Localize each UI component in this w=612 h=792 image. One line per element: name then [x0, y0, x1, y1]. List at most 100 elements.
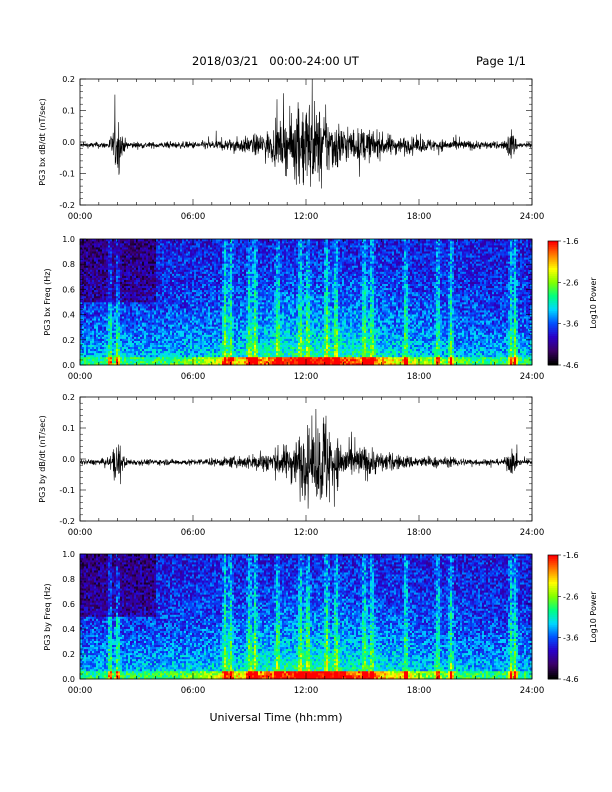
- heatmap-cell: [146, 324, 149, 327]
- heatmap-cell: [236, 285, 239, 289]
- heatmap-cell: [180, 338, 183, 341]
- heatmap-cell: [154, 312, 157, 315]
- heatmap-cell: [212, 332, 215, 335]
- heatmap-cell: [206, 354, 209, 358]
- heatmap-cell: [176, 350, 179, 354]
- heatmap-cell: [102, 350, 105, 354]
- heatmap-cell: [122, 297, 125, 301]
- heatmap-cell: [126, 306, 129, 309]
- heatmap-cell: [180, 322, 183, 325]
- heatmap-cell: [172, 257, 175, 260]
- heatmap-cell: [162, 257, 165, 260]
- heatmap-cell: [166, 302, 169, 305]
- heatmap-cell: [232, 293, 235, 297]
- heatmap-cell: [106, 362, 109, 366]
- heatmap-cell: [208, 324, 211, 327]
- heatmap-cell: [86, 310, 89, 313]
- heatmap-cell: [174, 243, 177, 246]
- heatmap-cell: [140, 306, 143, 309]
- heatmap-cell: [172, 360, 175, 364]
- heatmap-cell: [174, 340, 177, 343]
- heatmap-cell: [128, 356, 131, 360]
- heatmap-cell: [162, 352, 165, 356]
- heatmap-cell: [132, 332, 135, 335]
- heatmap-cell: [190, 247, 193, 250]
- heatmap-cell: [82, 259, 85, 262]
- heatmap-cell: [188, 299, 191, 303]
- heatmap-cell: [110, 261, 113, 264]
- heatmap-cell: [156, 269, 159, 272]
- heatmap-cell: [156, 312, 159, 315]
- heatmap-cell: [160, 271, 163, 274]
- heatmap-cell: [180, 332, 183, 335]
- heatmap-cell: [120, 253, 123, 256]
- heatmap-cell: [158, 328, 161, 331]
- heatmap-cell: [156, 308, 159, 311]
- heatmap-cell: [132, 269, 135, 272]
- heatmap-cell: [214, 241, 217, 244]
- heatmap-cell: [148, 295, 151, 299]
- heatmap-cell: [168, 263, 171, 266]
- heatmap-cell: [176, 348, 179, 352]
- heatmap-cell: [226, 356, 229, 360]
- heatmap-cell: [196, 299, 199, 303]
- heatmap-cell: [222, 267, 225, 270]
- heatmap-cell: [130, 362, 133, 366]
- heatmap-cell: [96, 243, 99, 246]
- heatmap-cell: [112, 328, 115, 331]
- heatmap-cell: [232, 297, 235, 301]
- heatmap-cell: [200, 302, 203, 305]
- heatmap-cell: [136, 297, 139, 301]
- heatmap-cell: [226, 287, 229, 291]
- heatmap-cell: [174, 257, 177, 260]
- heatmap-cell: [184, 322, 187, 325]
- heatmap-cell: [82, 360, 85, 364]
- heatmap-cell: [158, 285, 161, 289]
- heatmap-cell: [84, 261, 87, 264]
- heatmap-cell: [116, 348, 119, 352]
- heatmap-cell: [88, 336, 91, 339]
- heatmap-cell: [216, 249, 219, 252]
- heatmap-cell: [100, 243, 103, 246]
- heatmap-cell: [230, 326, 233, 329]
- heatmap-cell: [200, 314, 203, 317]
- heatmap-cell: [102, 283, 105, 287]
- heatmap-cell: [156, 358, 159, 362]
- heatmap-cell: [226, 299, 229, 303]
- heatmap-cell: [188, 340, 191, 343]
- heatmap-cell: [166, 255, 169, 258]
- heatmap-cell: [100, 241, 103, 244]
- heatmap-cell: [86, 271, 89, 274]
- heatmap-cell: [224, 263, 227, 266]
- heatmap-cell: [182, 330, 185, 333]
- heatmap-cell: [164, 336, 167, 339]
- heatmap-cell: [96, 310, 99, 313]
- heatmap-cell: [222, 247, 225, 250]
- heatmap-cell: [154, 287, 157, 291]
- heatmap-cell: [216, 334, 219, 337]
- heatmap-cell: [166, 330, 169, 333]
- heatmap-cell: [104, 358, 107, 362]
- heatmap-cell: [156, 340, 159, 343]
- heatmap-cell: [88, 285, 91, 289]
- heatmap-cell: [194, 291, 197, 295]
- heatmap-cell: [166, 245, 169, 248]
- heatmap-cell: [82, 322, 85, 325]
- heatmap-cell: [172, 295, 175, 299]
- heatmap-cell: [172, 277, 175, 280]
- heatmap-cell: [114, 269, 117, 272]
- heatmap-cell: [186, 259, 189, 262]
- heatmap-cell: [184, 251, 187, 254]
- heatmap-cell: [124, 293, 127, 297]
- heatmap-cell: [156, 306, 159, 309]
- heatmap-cell: [168, 334, 171, 337]
- heatmap-cell: [204, 314, 207, 317]
- heatmap-cell: [92, 320, 95, 323]
- heatmap-cell: [170, 360, 173, 364]
- heatmap-cell: [174, 295, 177, 299]
- heatmap-cell: [118, 243, 121, 246]
- heatmap-cell: [186, 354, 189, 358]
- heatmap-cell: [144, 320, 147, 323]
- heatmap-cell: [98, 326, 101, 329]
- heatmap-cell: [218, 249, 221, 252]
